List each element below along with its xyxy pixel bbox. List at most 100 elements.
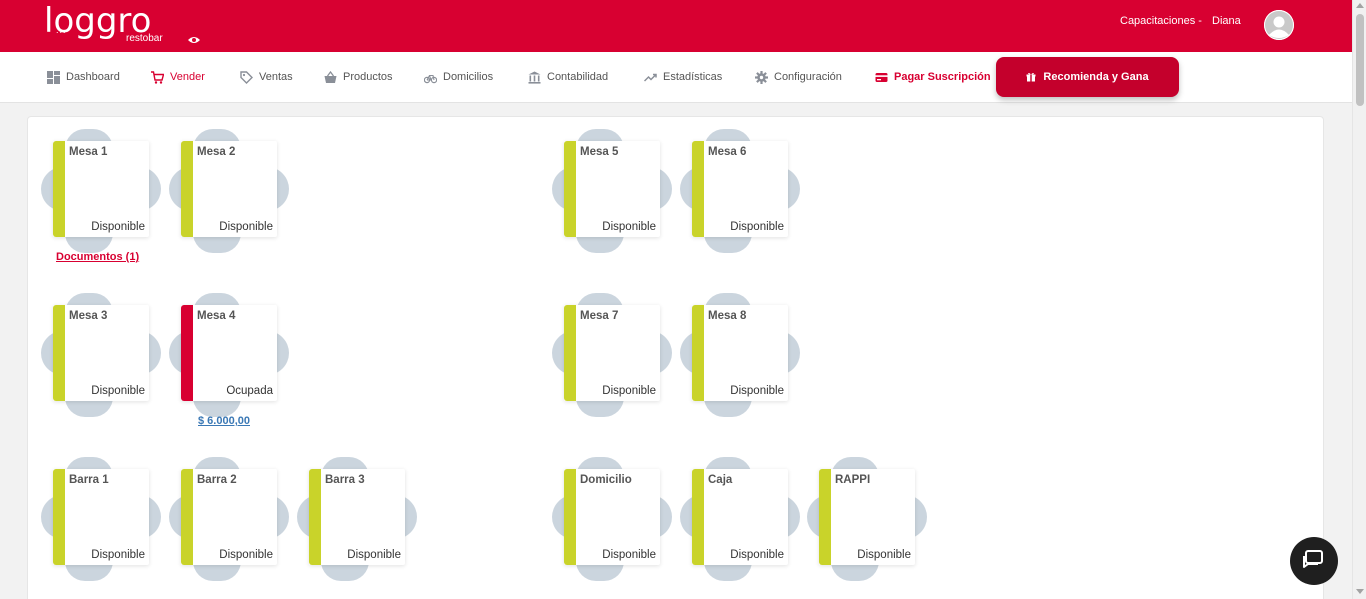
table-name: Mesa 4	[197, 310, 236, 322]
table-mesa-1[interactable]: Mesa 1 Disponible	[41, 129, 161, 253]
status-color-bar	[181, 469, 193, 565]
table-mesa-6[interactable]: Mesa 6 Disponible	[680, 129, 800, 253]
table-status: Disponible	[219, 549, 273, 561]
table-mesa-2[interactable]: Mesa 2 Disponible	[169, 129, 289, 253]
table-card[interactable]: Domicilio Disponible	[564, 469, 660, 565]
table-card[interactable]: Mesa 4 Ocupada	[181, 305, 277, 401]
table-card[interactable]: Mesa 2 Disponible	[181, 141, 277, 237]
table-name: Domicilio	[580, 474, 632, 486]
status-color-bar	[564, 141, 576, 237]
table-status: Disponible	[602, 385, 656, 397]
status-color-bar	[564, 305, 576, 401]
scroll-up-arrow-icon[interactable]	[1356, 3, 1364, 8]
table-card[interactable]: RAPPI Disponible	[819, 469, 915, 565]
nav-vender[interactable]: Vender	[151, 69, 205, 85]
table-mesa-5[interactable]: Mesa 5 Disponible	[552, 129, 672, 253]
chair-bottom	[704, 397, 752, 417]
trend-icon	[644, 73, 657, 82]
gear-icon	[755, 70, 768, 84]
table-barra-2[interactable]: Barra 2 Disponible	[169, 457, 289, 581]
nav-dashboard[interactable]: Dashboard	[47, 69, 120, 85]
table-mesa-7[interactable]: Mesa 7 Disponible	[552, 293, 672, 417]
table-card[interactable]: Mesa 7 Disponible	[564, 305, 660, 401]
chair-bottom	[704, 233, 752, 253]
page-scrollbar[interactable]	[1352, 0, 1366, 599]
table-card[interactable]: Caja Disponible	[692, 469, 788, 565]
loggro-logo[interactable]: loggro ... restobar	[44, 1, 174, 47]
nav-productos-label: Productos	[343, 71, 393, 83]
table-mesa-3[interactable]: Mesa 3 Disponible	[41, 293, 161, 417]
status-color-bar	[692, 141, 704, 237]
table-domicilio[interactable]: Domicilio Disponible	[552, 457, 672, 581]
table-name: Caja	[708, 474, 733, 486]
table-card[interactable]: Mesa 6 Disponible	[692, 141, 788, 237]
table-caja[interactable]: Caja Disponible	[680, 457, 800, 581]
table-name: Barra 3	[325, 474, 365, 486]
table-card[interactable]: Mesa 8 Disponible	[692, 305, 788, 401]
table-barra-1[interactable]: Barra 1 Disponible	[41, 457, 161, 581]
nav-ventas-label: Ventas	[259, 71, 293, 83]
avatar[interactable]	[1264, 10, 1294, 40]
table-status: Disponible	[602, 549, 656, 561]
nav-configuracion-label: Configuración	[774, 71, 842, 83]
bicycle-icon	[424, 74, 437, 83]
nav-pagar-suscripcion[interactable]: Pagar Suscripción	[875, 69, 991, 85]
user-avatar-icon	[1264, 10, 1294, 40]
status-color-bar	[564, 469, 576, 565]
nav-domicilios[interactable]: Domicilios	[424, 69, 493, 85]
table-mesa-4[interactable]: Mesa 4 Ocupada	[169, 293, 289, 417]
scroll-down-arrow-icon[interactable]	[1356, 589, 1364, 594]
table-status: Disponible	[91, 221, 145, 233]
logo-wordmark: loggro	[44, 1, 152, 41]
table-card[interactable]: Barra 1 Disponible	[53, 469, 149, 565]
status-color-bar	[692, 469, 704, 565]
table-mesa-8[interactable]: Mesa 8 Disponible	[680, 293, 800, 417]
chair-bottom	[576, 561, 624, 581]
table-card[interactable]: Mesa 5 Disponible	[564, 141, 660, 237]
table-name: Mesa 6	[708, 146, 747, 158]
user-name[interactable]: Diana	[1212, 15, 1241, 27]
table-card[interactable]: Mesa 3 Disponible	[53, 305, 149, 401]
scroll-thumb[interactable]	[1356, 14, 1364, 106]
nav-domicilios-label: Domicilios	[443, 71, 494, 83]
nav-configuracion[interactable]: Configuración	[755, 69, 842, 85]
recommend-label: Recomienda y Gana	[1043, 71, 1149, 83]
chat-bubble-icon	[1303, 550, 1323, 568]
main-nav: Dashboard Vender Ventas Productos Domici…	[0, 52, 1352, 103]
dashboard-icon	[47, 70, 60, 84]
user-company[interactable]: Capacitaciones -	[1120, 15, 1202, 27]
recommend-button[interactable]: Recomienda y Gana	[996, 57, 1179, 97]
table-name: Mesa 2	[197, 146, 236, 158]
table-name: Mesa 3	[69, 310, 108, 322]
eye-icon[interactable]	[187, 35, 201, 45]
nav-estadisticas-label: Estadísticas	[663, 71, 723, 83]
table-status: Disponible	[730, 549, 784, 561]
table-status: Disponible	[91, 549, 145, 561]
status-color-bar	[181, 305, 193, 401]
bank-icon	[528, 71, 541, 84]
table-card[interactable]: Mesa 1 Disponible	[53, 141, 149, 237]
status-color-bar	[53, 141, 65, 237]
gift-icon	[1026, 72, 1036, 82]
chair-bottom	[65, 397, 113, 417]
chair-bottom	[831, 561, 879, 581]
table-status: Disponible	[730, 385, 784, 397]
nav-productos[interactable]: Productos	[324, 69, 393, 85]
basket-icon	[324, 70, 337, 83]
status-color-bar	[692, 305, 704, 401]
table-rappi[interactable]: RAPPI Disponible	[807, 457, 927, 581]
chat-button[interactable]	[1290, 537, 1338, 585]
table-name: Mesa 8	[708, 310, 747, 322]
credit-card-icon	[875, 72, 888, 82]
amount-link[interactable]: $ 6.000,00	[198, 415, 250, 427]
table-barra-3[interactable]: Barra 3 Disponible	[297, 457, 417, 581]
nav-ventas[interactable]: Ventas	[240, 69, 293, 85]
table-card[interactable]: Barra 2 Disponible	[181, 469, 277, 565]
table-status: Disponible	[91, 385, 145, 397]
documents-link[interactable]: Documentos (1)	[56, 251, 140, 263]
tag-icon	[240, 70, 253, 84]
nav-estadisticas[interactable]: Estadísticas	[644, 69, 722, 85]
nav-vender-label: Vender	[170, 71, 205, 83]
nav-contabilidad[interactable]: Contabilidad	[528, 69, 608, 85]
table-card[interactable]: Barra 3 Disponible	[309, 469, 405, 565]
